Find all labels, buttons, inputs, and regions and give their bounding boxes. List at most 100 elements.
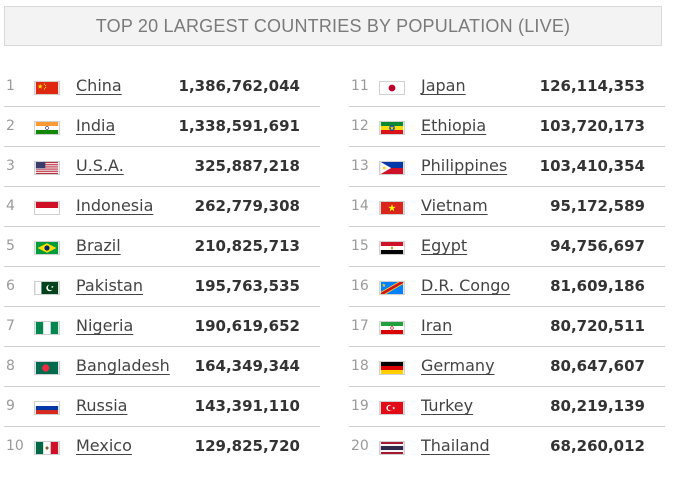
country-link[interactable]: Vietnam <box>421 196 488 215</box>
table-row: 20 Thailand 68,260,012 <box>349 427 665 467</box>
rank-number: 8 <box>6 358 15 374</box>
indonesia-flag-icon <box>34 201 60 215</box>
population-value: 262,779,308 <box>194 197 300 215</box>
nigeria-flag-icon <box>34 321 60 335</box>
population-value: 164,349,344 <box>194 357 300 375</box>
turkey-flag-icon <box>379 401 405 415</box>
country-link[interactable]: Bangladesh <box>76 356 170 375</box>
rank-number: 10 <box>6 438 24 454</box>
table-row: 13 Philippines 103,410,354 <box>349 147 665 187</box>
country-list-right: 11 Japan 126,114,353 12 Ethiopia 103,720,173… <box>349 67 665 467</box>
population-value: 325,887,218 <box>194 157 300 175</box>
page-title: TOP 20 LARGEST COUNTRIES BY POPULATION (… <box>95 15 571 36</box>
country-link[interactable]: Thailand <box>421 436 490 455</box>
rank-number: 19 <box>351 398 369 414</box>
table-row: 19 Turkey 80,219,139 <box>349 387 665 427</box>
table-row: 11 Japan 126,114,353 <box>349 67 665 107</box>
table-row: 9 Russia 143,391,110 <box>4 387 320 427</box>
table-row: 18 Germany 80,647,607 <box>349 347 665 387</box>
table-row: 12 Ethiopia 103,720,173 <box>349 107 665 147</box>
table-row: 15 Egypt 94,756,697 <box>349 227 665 267</box>
country-link[interactable]: China <box>76 76 122 95</box>
population-value: 80,219,139 <box>550 397 645 415</box>
population-value: 210,825,713 <box>194 237 300 255</box>
rank-number: 7 <box>6 318 15 334</box>
population-value: 126,114,353 <box>539 77 645 95</box>
table-row: 17 Iran 80,720,511 <box>349 307 665 347</box>
population-value: 1,338,591,691 <box>178 117 300 135</box>
population-value: 129,825,720 <box>194 437 300 455</box>
mexico-flag-icon <box>34 441 60 455</box>
country-link[interactable]: Nigeria <box>76 316 134 335</box>
table-row: 5 Brazil 210,825,713 <box>4 227 320 267</box>
rank-number: 2 <box>6 118 15 134</box>
table-row: 6 Pakistan 195,763,535 <box>4 267 320 307</box>
india-flag-icon <box>34 121 60 135</box>
rank-number: 17 <box>351 318 369 334</box>
population-value: 1,386,762,044 <box>178 77 300 95</box>
population-value: 143,391,110 <box>194 397 300 415</box>
rank-number: 14 <box>351 198 369 214</box>
population-value: 80,647,607 <box>550 357 645 375</box>
rank-number: 1 <box>6 78 15 94</box>
population-value: 68,260,012 <box>550 437 645 455</box>
rank-number: 20 <box>351 438 369 454</box>
country-link[interactable]: Pakistan <box>76 276 143 295</box>
country-link[interactable]: Brazil <box>76 236 121 255</box>
country-link[interactable]: Turkey <box>421 396 474 415</box>
rank-number: 5 <box>6 238 15 254</box>
population-value: 81,609,186 <box>550 277 645 295</box>
country-link[interactable]: Russia <box>76 396 128 415</box>
population-value: 103,720,173 <box>539 117 645 135</box>
philippines-flag-icon <box>379 161 405 175</box>
population-value: 95,172,589 <box>550 197 645 215</box>
table-row: 7 Nigeria 190,619,652 <box>4 307 320 347</box>
population-value: 195,763,535 <box>194 277 300 295</box>
country-link[interactable]: U.S.A. <box>76 156 124 175</box>
china-flag-icon <box>34 81 60 95</box>
rank-number: 13 <box>351 158 369 174</box>
country-link[interactable]: Philippines <box>421 156 508 175</box>
population-value: 94,756,697 <box>550 237 645 255</box>
rank-number: 18 <box>351 358 369 374</box>
pakistan-flag-icon <box>34 281 60 295</box>
thailand-flag-icon <box>379 441 405 455</box>
rank-number: 6 <box>6 278 15 294</box>
population-value: 190,619,652 <box>194 317 300 335</box>
country-link[interactable]: Indonesia <box>76 196 154 215</box>
country-list-left: 1 China 1,386,762,044 2 India 1,338,591,691 … <box>4 67 320 467</box>
rank-number: 11 <box>351 78 369 94</box>
table-row: 14 Vietnam 95,172,589 <box>349 187 665 227</box>
country-link[interactable]: Ethiopia <box>421 116 487 135</box>
country-link[interactable]: India <box>76 116 116 135</box>
rank-number: 3 <box>6 158 15 174</box>
vietnam-flag-icon <box>379 201 405 215</box>
table-row: 2 India 1,338,591,691 <box>4 107 320 147</box>
country-link[interactable]: Germany <box>421 356 495 375</box>
country-link[interactable]: Egypt <box>421 236 468 255</box>
iran-flag-icon <box>379 321 405 335</box>
table-row: 1 China 1,386,762,044 <box>4 67 320 107</box>
russia-flag-icon <box>34 401 60 415</box>
rank-number: 16 <box>351 278 369 294</box>
country-link[interactable]: Mexico <box>76 436 132 455</box>
dr-congo-flag-icon <box>379 281 405 295</box>
table-row: 4 Indonesia 262,779,308 <box>4 187 320 227</box>
germany-flag-icon <box>379 361 405 375</box>
country-link[interactable]: D.R. Congo <box>421 276 511 295</box>
usa-flag-icon <box>34 161 60 175</box>
population-value: 103,410,354 <box>539 157 645 175</box>
population-value: 80,720,511 <box>550 317 645 335</box>
rank-number: 12 <box>351 118 369 134</box>
table-row: 16 D.R. Congo 81,609,186 <box>349 267 665 307</box>
rank-number: 4 <box>6 198 15 214</box>
country-link[interactable]: Iran <box>421 316 453 335</box>
country-link[interactable]: Japan <box>421 76 466 95</box>
ethiopia-flag-icon <box>379 121 405 135</box>
bangladesh-flag-icon <box>34 361 60 375</box>
rank-number: 9 <box>6 398 15 414</box>
rank-number: 15 <box>351 238 369 254</box>
brazil-flag-icon <box>34 241 60 255</box>
title-bar: TOP 20 LARGEST COUNTRIES BY POPULATION (… <box>4 6 662 46</box>
